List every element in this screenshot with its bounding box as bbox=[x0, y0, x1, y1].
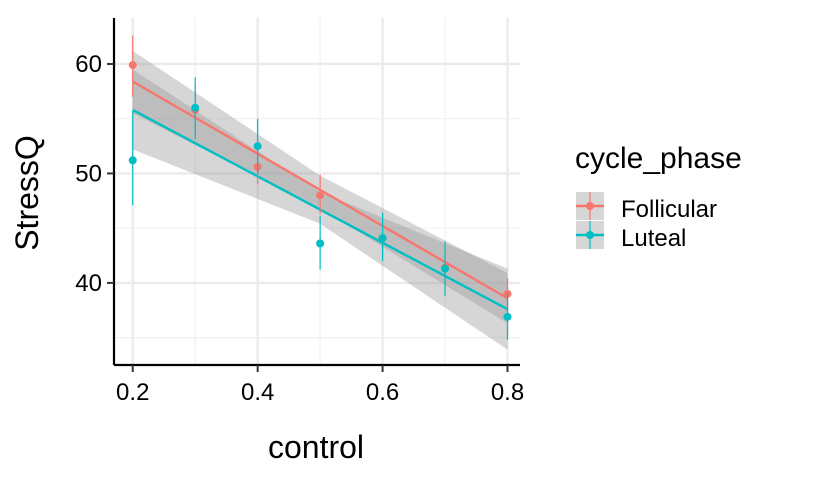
point-luteal bbox=[253, 142, 262, 151]
y-tick-label: 60 bbox=[75, 51, 102, 78]
y-tick-label: 50 bbox=[75, 160, 102, 187]
legend-keys bbox=[576, 192, 604, 249]
legend-title: cycle_phase bbox=[575, 142, 742, 175]
legend-label-luteal: Luteal bbox=[621, 225, 686, 252]
data-points bbox=[128, 35, 512, 340]
x-axis-title: control bbox=[268, 429, 364, 465]
legend: cycle_phase Follicular Luteal bbox=[575, 142, 742, 252]
y-tick-label: 40 bbox=[75, 270, 102, 297]
point-luteal bbox=[503, 312, 512, 321]
x-tick-label: 0.8 bbox=[491, 379, 524, 406]
point-luteal bbox=[128, 156, 137, 165]
point-luteal bbox=[441, 264, 450, 273]
x-tick-label: 0.4 bbox=[241, 379, 274, 406]
axes bbox=[112, 18, 520, 367]
point-follicular bbox=[316, 191, 325, 200]
x-tick-label: 0.2 bbox=[116, 379, 149, 406]
legend-label-follicular: Follicular bbox=[621, 196, 717, 223]
legend-key-point-luteal bbox=[586, 231, 594, 239]
legend-key-point-follicular bbox=[586, 202, 594, 210]
y-axis-title: StressQ bbox=[9, 135, 45, 251]
point-luteal bbox=[191, 103, 200, 112]
point-follicular bbox=[128, 61, 137, 70]
point-luteal bbox=[378, 234, 387, 243]
point-luteal bbox=[316, 239, 325, 248]
x-tick-label: 0.6 bbox=[366, 379, 399, 406]
ticks: 0.2 0.4 0.6 0.8 40 50 60 bbox=[75, 51, 524, 406]
